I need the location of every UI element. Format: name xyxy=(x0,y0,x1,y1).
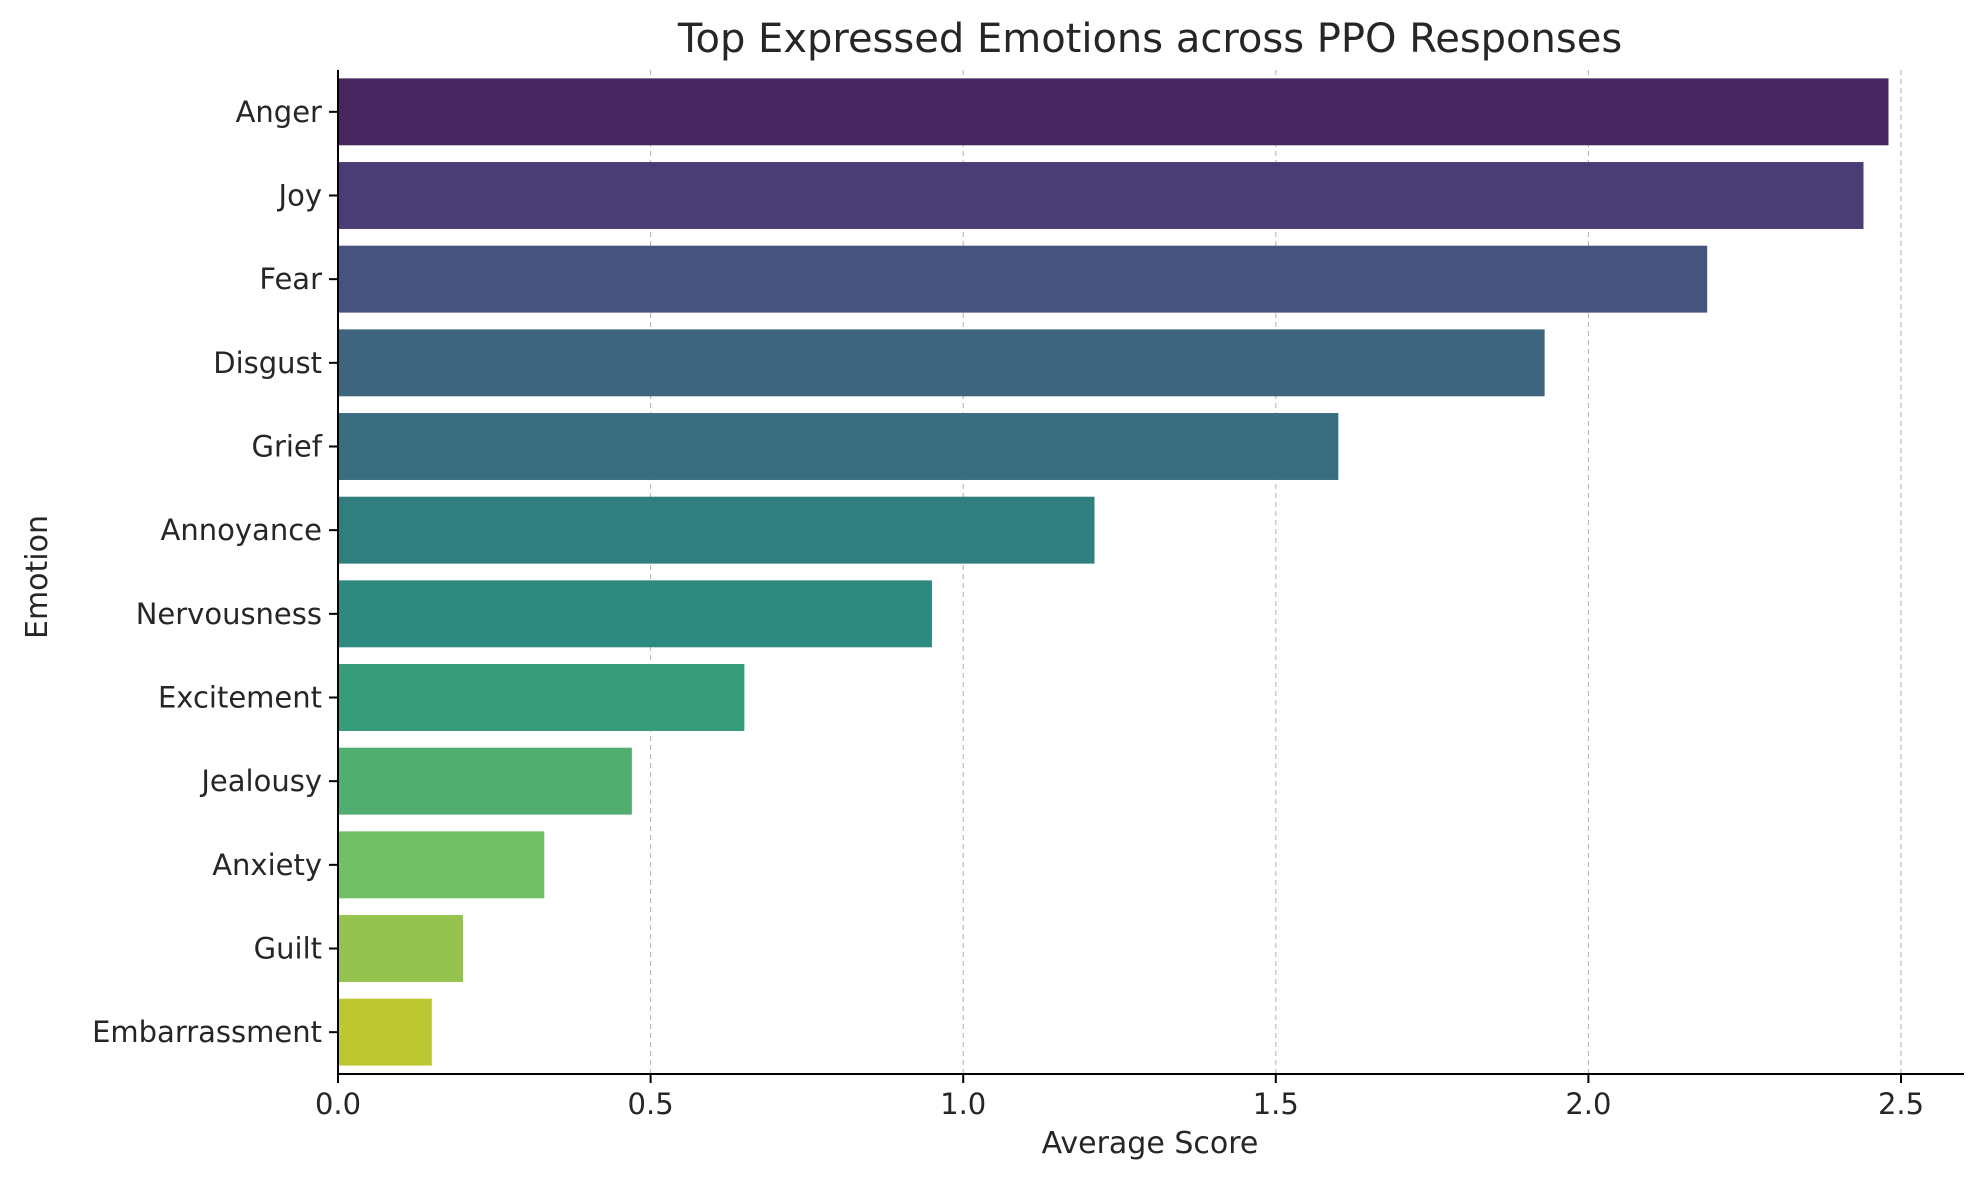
y-tick-label-guilt: Guilt xyxy=(254,932,322,966)
y-tick-label-excitement: Excitement xyxy=(158,681,322,715)
x-tick-label: 0.0 xyxy=(315,1087,361,1121)
y-tick-label-disgust: Disgust xyxy=(213,346,322,380)
x-tick-label: 0.5 xyxy=(628,1087,674,1121)
y-tick-label-embarrassment: Embarrassment xyxy=(92,1015,322,1049)
y-tick-label-annoyance: Annoyance xyxy=(161,513,322,547)
y-tick-label-nervousness: Nervousness xyxy=(136,597,322,631)
y-tick-label-jealousy: Jealousy xyxy=(199,764,322,798)
y-tick-label-joy: Joy xyxy=(277,179,322,213)
bar-joy xyxy=(338,162,1864,229)
bar-annoyance xyxy=(338,496,1095,564)
bar-jealousy xyxy=(338,747,632,815)
bar-anxiety xyxy=(338,831,545,899)
x-ticks: 0.0 0.5 1.0 1.5 2.0 2.5 xyxy=(315,1074,1924,1121)
x-tick-label: 1.0 xyxy=(940,1087,986,1121)
y-tick-label-anger: Anger xyxy=(236,95,322,129)
y-tick-labels: Anger Joy Fear Disgust Grief Annoyance Nervous… xyxy=(92,95,338,1049)
bar-grief xyxy=(338,413,1339,480)
x-tick-label: 2.0 xyxy=(1565,1087,1611,1121)
x-axis-label: Average Score xyxy=(1042,1126,1259,1161)
x-tick-label: 1.5 xyxy=(1253,1087,1299,1121)
bar-guilt xyxy=(338,915,464,982)
y-tick-label-anxiety: Anxiety xyxy=(212,848,322,882)
bars xyxy=(338,78,1889,1066)
bar-nervousness xyxy=(338,580,932,648)
bar-fear xyxy=(338,245,1708,313)
y-tick-label-fear: Fear xyxy=(259,262,322,296)
bar-embarrassment xyxy=(338,998,432,1066)
y-axis-label: Emotion xyxy=(20,515,55,639)
bar-disgust xyxy=(338,329,1545,397)
bar-anger xyxy=(338,78,1889,146)
bar-excitement xyxy=(338,664,745,731)
y-tick-label-grief: Grief xyxy=(251,430,322,464)
chart-title: Top Expressed Emotions across PPO Respon… xyxy=(677,16,1622,62)
x-tick-label: 2.5 xyxy=(1878,1087,1924,1121)
